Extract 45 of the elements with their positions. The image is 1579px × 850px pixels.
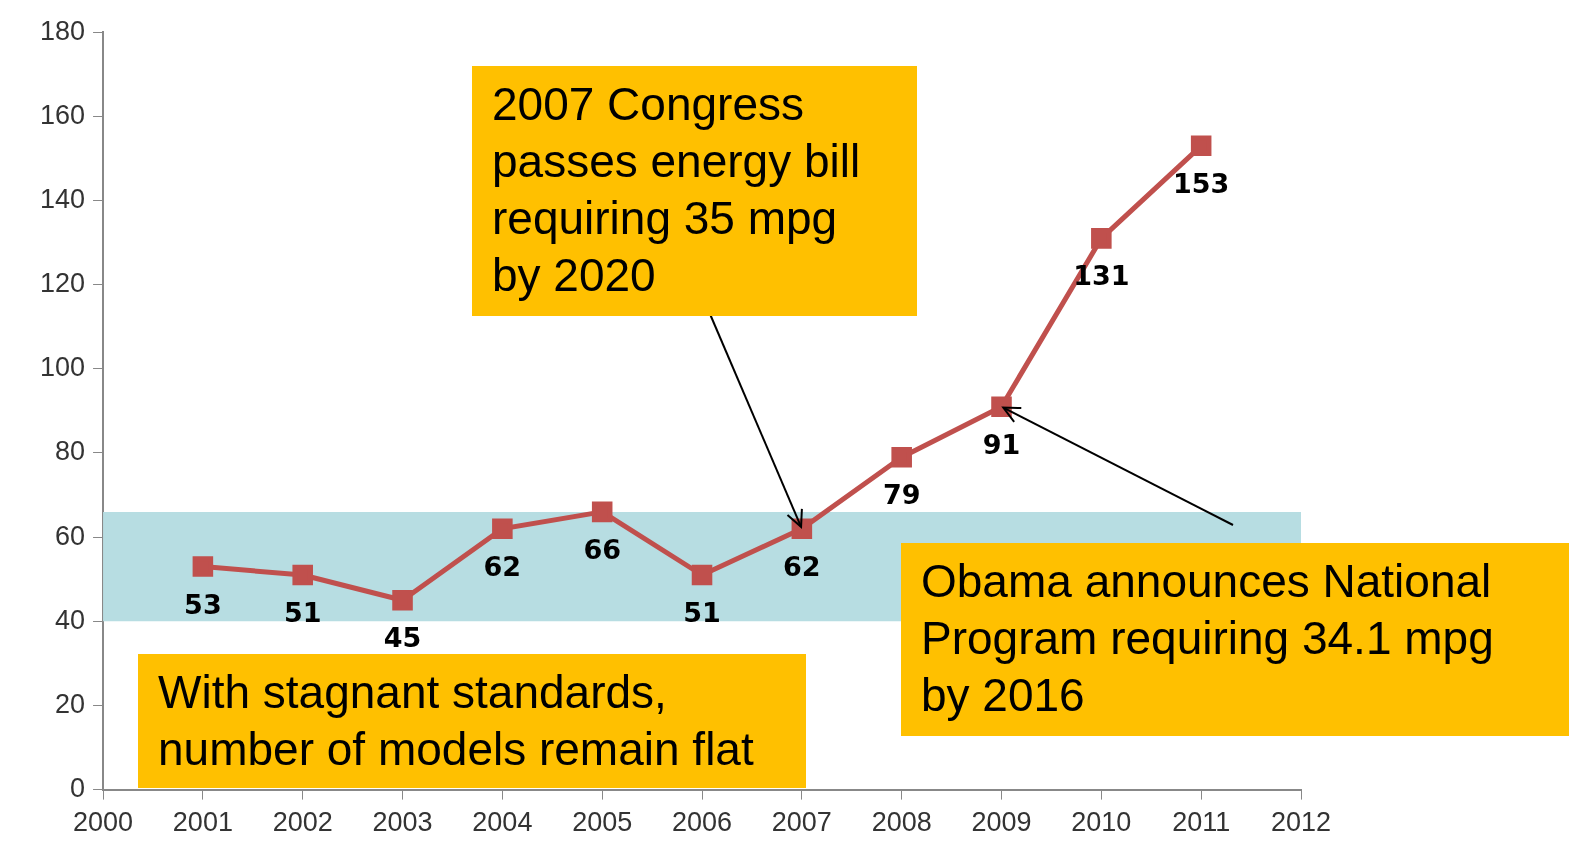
x-tick-label: 2012 <box>1270 807 1332 838</box>
annotation: 2007 Congress passes energy bill requiring 35 mpg by 2020 <box>492 77 862 303</box>
y-tick-label: 80 <box>55 436 86 467</box>
point <box>691 564 713 586</box>
data-label: 153 <box>1172 167 1230 199</box>
y-tick-label: 0 <box>70 773 86 804</box>
data-label: 53 <box>184 588 222 620</box>
data-label: 51 <box>283 597 322 629</box>
data-label: 91 <box>982 428 1021 460</box>
data-label: 51 <box>683 597 721 629</box>
y-tick-label: 60 <box>55 520 86 551</box>
x-tick-label: 2001 <box>172 807 233 838</box>
x-tick-label: 2007 <box>771 807 832 838</box>
x-tick-label: 2005 <box>572 807 633 838</box>
data-label: 66 <box>583 533 621 565</box>
x-tick-label: 2000 <box>73 807 134 838</box>
point <box>292 564 313 586</box>
x-tick-label: 2004 <box>472 807 533 838</box>
y-tick-label: 120 <box>39 268 86 299</box>
x-tick-label: 2002 <box>272 807 333 838</box>
y-tick-label: 20 <box>55 688 86 719</box>
point <box>1190 135 1212 157</box>
point <box>891 446 912 468</box>
y-tick-label: 180 <box>39 15 86 46</box>
x-tick-label: 2008 <box>871 807 932 838</box>
y-tick-label: 40 <box>55 604 86 635</box>
data-label: 79 <box>882 479 921 511</box>
y-tick-label: 140 <box>39 183 86 214</box>
point <box>392 589 413 611</box>
data-label: 62 <box>483 550 522 582</box>
x-tick-label: 2009 <box>971 807 1032 838</box>
annotation: With stagnant standards, number of models remain flat <box>158 665 755 777</box>
y-tick-label: 160 <box>39 99 86 130</box>
point <box>192 556 214 577</box>
x-tick-label: 2010 <box>1071 807 1132 838</box>
x-tick-label: 2006 <box>671 807 733 838</box>
point <box>1091 228 1112 249</box>
annotation: Obama announces National Program requiring 34.1 mpg by 2016 <box>921 554 1495 723</box>
x-tick-label: 2011 <box>1172 807 1231 838</box>
data-label: 45 <box>383 622 422 654</box>
point <box>591 501 613 523</box>
data-label: 62 <box>783 550 821 582</box>
x-tick-label: 2003 <box>372 807 433 838</box>
point <box>492 518 513 539</box>
y-tick-label: 100 <box>39 352 86 383</box>
